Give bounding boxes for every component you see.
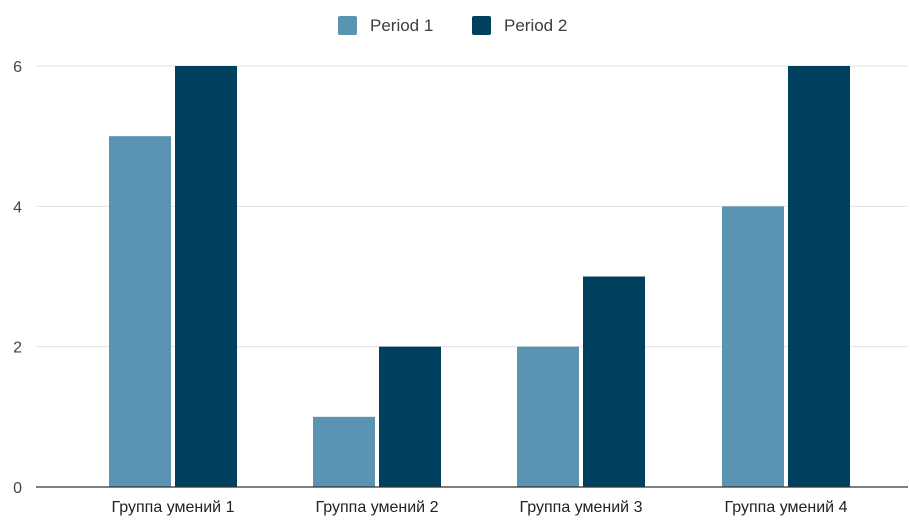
x-category-label-1: Группа умений 1 bbox=[112, 499, 235, 516]
bar-1-2 bbox=[313, 416, 375, 487]
y-tick-label-0: 0 bbox=[13, 480, 22, 497]
bar-1-1 bbox=[109, 136, 171, 487]
bar-1-4 bbox=[722, 206, 784, 488]
bar-2-3 bbox=[583, 276, 645, 487]
x-category-label-2: Группа умений 2 bbox=[316, 499, 439, 516]
legend-swatch-2 bbox=[472, 16, 491, 35]
y-tick-label-6: 6 bbox=[13, 59, 22, 76]
bar-2-4 bbox=[788, 66, 850, 487]
bars bbox=[109, 66, 850, 488]
y-tick-label-4: 4 bbox=[13, 199, 22, 216]
y-tick-label-2: 2 bbox=[13, 340, 22, 357]
x-category-label-3: Группа умений 3 bbox=[520, 499, 643, 516]
legend-swatch-1 bbox=[338, 16, 357, 35]
legend: Period 1 Period 2 bbox=[338, 16, 567, 35]
x-category-label-4: Группа умений 4 bbox=[725, 499, 848, 516]
legend-label-1: Period 1 bbox=[370, 16, 433, 35]
x-axis: Группа умений 1 Группа умений 2 Группа уме… bbox=[36, 486, 908, 516]
bar-2-2 bbox=[379, 346, 441, 487]
legend-label-2: Period 2 bbox=[504, 16, 567, 35]
bar-1-3 bbox=[517, 346, 579, 487]
bar-2-1 bbox=[175, 66, 237, 487]
y-axis: 0 2 4 6 bbox=[13, 59, 22, 497]
